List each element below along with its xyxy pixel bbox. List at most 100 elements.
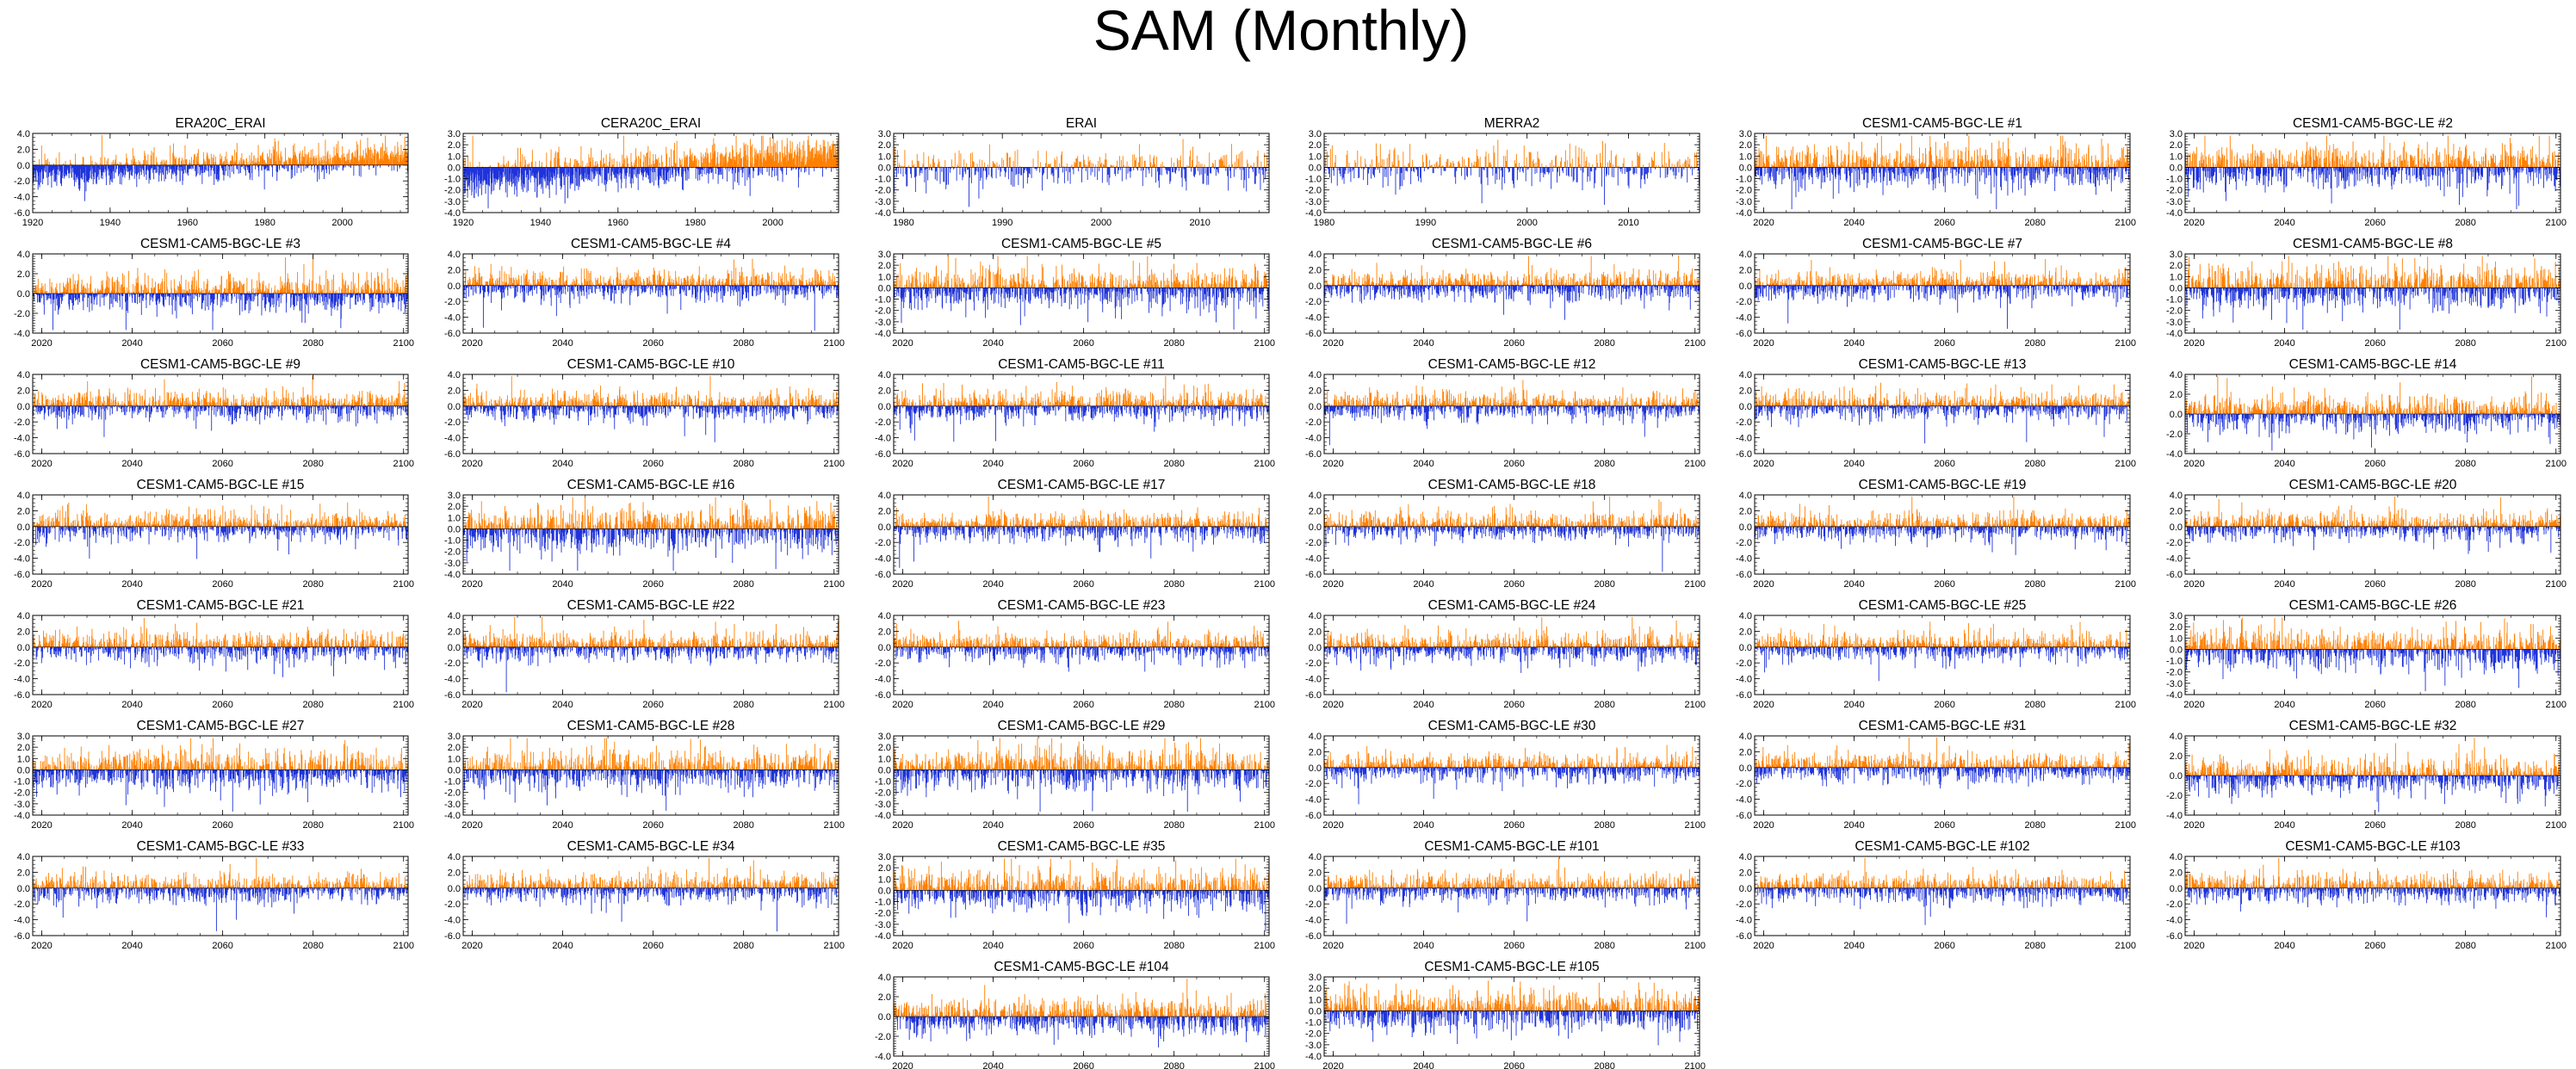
y-tick-label: -6.0 [1305,449,1322,460]
chart-panel: CERA20C_ERAI 3.02.01.00.0 -1.0-2.0-3.0-4.0… [444,116,839,228]
y-tick-label: 1.0 [448,513,461,523]
x-tick-label: 2040 [121,459,142,469]
x-tick-label: 2080 [2455,459,2475,469]
x-tick-label: 2040 [1843,700,1864,710]
y-tick-label: 2.0 [1309,627,1322,637]
x-tick-label: 2040 [2274,579,2294,590]
x-tick-label: 1960 [177,218,198,228]
y-tick-label: 2.0 [1309,868,1322,878]
y-tick-label: -4.0 [2166,449,2183,460]
series-bars [2184,497,2561,554]
x-tick-label: 2100 [393,700,414,710]
x-tick-label: 2060 [1934,579,1954,590]
y-tick-label: -6.0 [1305,329,1322,339]
y-tick-label: -6.0 [1305,570,1322,580]
y-tick-label: -2.0 [2166,429,2183,440]
x-tick-label: 2100 [1254,941,1275,951]
x-tick-label: 2060 [212,941,232,951]
y-tick-label: -1.0 [2166,657,2183,667]
x-tick-label: 2080 [2024,820,2045,831]
y-tick-label: -3.0 [1736,197,1752,207]
y-tick-label: -4.0 [1736,795,1752,806]
negative-bars [893,287,1270,330]
plot-frame [893,494,1270,575]
y-tick-label: -2.0 [2166,668,2183,678]
y-tick-label: -2.0 [444,417,461,428]
positive-bars [33,617,409,647]
chart-panel: CESM1-CAM5-BGC-LE #29 3.02.01.00.0 -1.0-2.… [875,719,1275,831]
x-tick-label: 2020 [1753,459,1774,469]
y-tick-label: -4.0 [444,434,461,444]
negative-bars [462,405,839,442]
x-tick-label: 2080 [2455,820,2475,831]
negative-bars [1323,526,1700,572]
y-tick-label: 4.0 [1739,250,1752,260]
x-tick-label: 2060 [642,338,663,349]
y-tick-label: 2.0 [2170,261,2183,271]
x-tick-label: 2060 [2364,579,2385,590]
y-tick-label: 0.0 [1739,402,1752,412]
y-tick-label: 1.0 [448,151,461,162]
x-tick-label: 2020 [1753,218,1774,228]
series-bars [893,621,1270,672]
chart-title: CESM1-CAM5-BGC-LE #14 [2289,357,2457,372]
positive-bars [893,496,1269,527]
chart-panel: CESM1-CAM5-BGC-LE #5 3.02.01.00.0-1.0-2.0… [875,237,1275,349]
y-tick-label: -4.0 [2166,554,2183,565]
y-tick-label: 2.0 [878,261,891,271]
x-tick-label: 2080 [1163,459,1184,469]
x-tick-label: 2060 [2364,459,2385,469]
y-tick-label: -3.0 [2166,318,2183,328]
negative-bars [1754,646,2131,682]
x-tick-label: 2100 [2546,338,2567,349]
chart-panel: CESM1-CAM5-BGC-LE #16 3.02.01.00.0 -1.0-2.… [444,478,845,590]
y-tick-label: 0.0 [2170,410,2183,420]
x-tick-label: 2100 [393,941,414,951]
y-tick-label: 2.0 [1739,265,1752,275]
x-tick-label: 2020 [1753,338,1774,349]
x-tick-label: 2020 [2183,338,2204,349]
x-tick-label: 2100 [1685,459,1706,469]
x-tick-label: 2020 [1753,820,1774,831]
plot-frame [32,615,409,695]
negative-bars [1323,285,1700,320]
y-tick-label: 2.0 [878,627,891,637]
negative-bars [894,167,1269,207]
x-tick-label: 2020 [2183,579,2204,590]
y-tick-label: 0.0 [2170,771,2183,782]
y-tick-label: 0.0 [17,643,30,653]
x-tick-label: 2020 [461,820,482,831]
x-tick-label: 2060 [1503,941,1524,951]
y-tick-label: -4.0 [875,675,891,685]
chart-panel: CESM1-CAM5-BGC-LE #15 4.0 2.0 0.0 -2.0 -4.0 -6… [14,478,414,590]
x-tick-label: 2080 [1594,700,1614,710]
y-tick-label: -2.0 [14,788,30,799]
chart-title: CESM1-CAM5-BGC-LE #8 [2293,237,2453,251]
x-tick-label: 2100 [393,820,414,831]
chart-panel: CESM1-CAM5-BGC-LE #1 3.02.01.00.0 -1.0-2.0… [1736,116,2136,228]
series-bars [32,617,409,677]
x-tick-label: 2100 [1254,700,1275,710]
y-tick-label: -3.0 [1305,197,1322,207]
y-tick-label: -3.0 [875,197,891,207]
x-tick-label: 1920 [453,218,474,228]
chart-title: CESM1-CAM5-BGC-LE #20 [2289,478,2457,492]
y-tick-label: -4.0 [14,329,30,339]
chart-title: CESM1-CAM5-BGC-LE #17 [998,478,1166,492]
x-tick-label: 2080 [1594,459,1614,469]
negative-bars [463,285,839,331]
x-tick-label: 2040 [552,820,573,831]
x-tick-label: 1960 [608,218,629,228]
negative-bars [894,769,1269,813]
x-tick-label: 2020 [461,459,482,469]
y-tick-label: 1.0 [878,151,891,162]
chart-panel: CESM1-CAM5-BGC-LE #23 4.0 2.0 0.0 -2.0 -4.0 -6… [875,598,1275,710]
y-tick-label: 0.0 [448,884,461,894]
x-tick-label: 2060 [1073,338,1093,349]
x-tick-label: 2020 [31,579,52,590]
x-tick-label: 1920 [22,218,43,228]
y-tick-label: -2.0 [444,186,461,196]
plot-frame [462,253,839,334]
y-tick-label: 3.0 [2170,250,2183,260]
